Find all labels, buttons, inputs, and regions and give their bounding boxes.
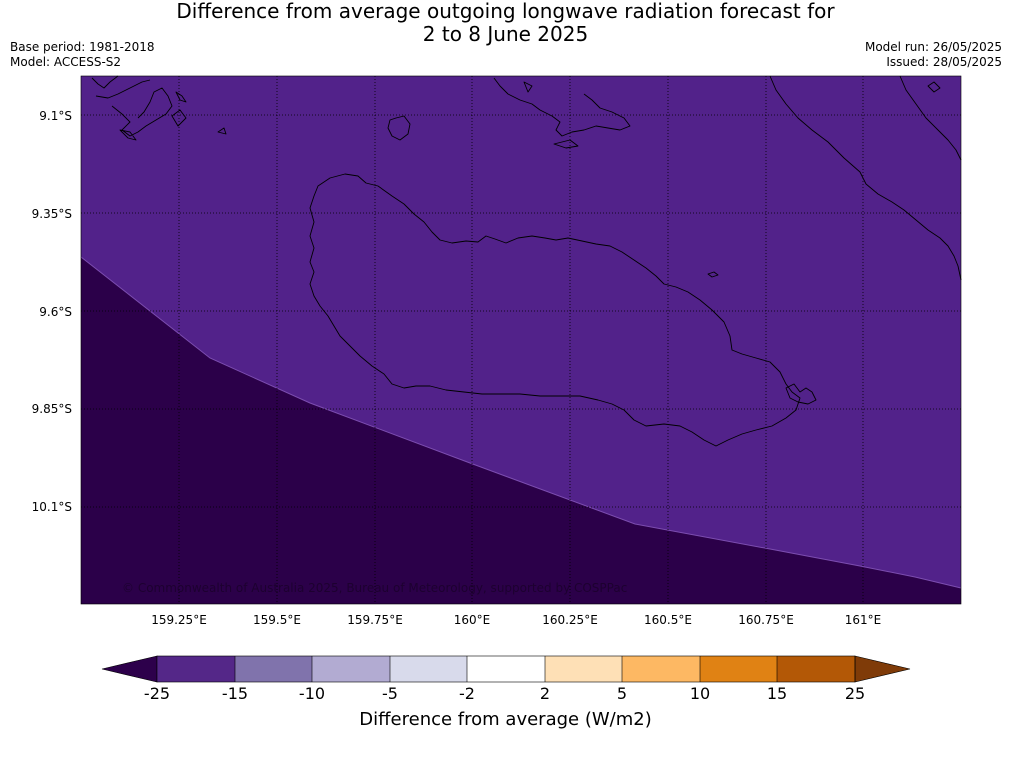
- colorbar-over-arrow: [854, 655, 911, 683]
- x-tick-label: 160°E: [454, 613, 491, 627]
- colorbar-label: 10: [689, 684, 711, 703]
- colorbar-label: -15: [221, 684, 249, 703]
- colorbar-label: -5: [382, 684, 398, 703]
- colorbar-frame: [156, 655, 856, 683]
- colorbar-bin: [312, 656, 390, 682]
- colorbar-bin: [777, 656, 855, 682]
- base-period-text: Base period: 1981-2018: [10, 40, 155, 54]
- y-tick-label: 9.85°S: [32, 402, 72, 416]
- x-tick-label: 159.75°E: [347, 613, 403, 627]
- x-tick-label: 159.25°E: [151, 613, 207, 627]
- colorbar-bin: [157, 656, 235, 682]
- colorbar-bin: [622, 656, 700, 682]
- x-tick-label: 159.5°E: [253, 613, 301, 627]
- coastline-florida-islands: [493, 77, 631, 149]
- colorbar-label: -2: [459, 684, 475, 703]
- y-tick-label: 9.35°S: [32, 207, 72, 221]
- graticule: [81, 76, 961, 604]
- coastline-nw-islets: [927, 81, 941, 93]
- coastline-nw-islands: [91, 75, 227, 141]
- meta-right: Model run: 26/05/2025 Issued: 28/05/2025: [865, 40, 1002, 70]
- colorbar-label: -25: [143, 684, 171, 703]
- colorbar-label: 25: [844, 684, 866, 703]
- model-text: Model: ACCESS-S2: [10, 55, 122, 69]
- coastline-small-islet: [707, 271, 719, 278]
- chart-title: Difference from average outgoing longwav…: [0, 0, 1011, 46]
- colorbar-label: 2: [539, 684, 551, 703]
- x-tick-label: 160.5°E: [644, 613, 692, 627]
- copyright-notice: © Commonwealth of Australia 2025, Bureau…: [122, 581, 627, 595]
- region-lower: [81, 257, 961, 604]
- colorbar-label: 15: [766, 684, 788, 703]
- map-frame: [80, 75, 962, 605]
- colorbar-under-arrow: [101, 655, 158, 683]
- y-tick-label: 9.1°S: [39, 109, 72, 123]
- colorbar-title: Difference from average (W/m2): [359, 709, 652, 730]
- colorbar-bin: [235, 656, 312, 682]
- colorbar-bin: [700, 656, 777, 682]
- colorbar-bin: [390, 656, 467, 682]
- coastline-east-cape-islets: [785, 383, 817, 405]
- coastline-malaita: [769, 75, 962, 281]
- map-panel: © Commonwealth of Australia 2025, Bureau…: [80, 75, 962, 605]
- meta-left: Base period: 1981-2018 Model: ACCESS-S2: [10, 40, 155, 70]
- y-axis-labels: 9.1°S 9.35°S 9.6°S 9.85°S 10.1°S: [32, 109, 72, 514]
- title-line-2: 2 to 8 June 2025: [422, 22, 589, 46]
- issued-text: Issued: 28/05/2025: [886, 55, 1002, 69]
- coastline-guadalcanal: [309, 173, 801, 447]
- colorbar-label: -10: [298, 684, 326, 703]
- x-tick-label: 160.75°E: [738, 613, 794, 627]
- x-tick-label: 160.25°E: [542, 613, 598, 627]
- title-line-1: Difference from average outgoing longwav…: [176, 0, 835, 23]
- x-tick-label: 161°E: [845, 613, 882, 627]
- coastline-malaita-north: [899, 75, 962, 161]
- colorbar: [101, 655, 911, 683]
- x-axis-labels: 159.25°E 159.5°E 159.75°E 160°E 160.25°E…: [151, 613, 881, 627]
- y-tick-label: 9.6°S: [39, 305, 72, 319]
- region-boundary: [80, 256, 962, 589]
- colorbar-bin: [467, 656, 545, 682]
- colorbar-label: 5: [616, 684, 628, 703]
- y-tick-label: 10.1°S: [32, 500, 72, 514]
- coastline-round-island: [387, 115, 411, 141]
- colorbar-dividers: [234, 656, 778, 682]
- model-run-text: Model run: 26/05/2025: [864, 40, 1002, 54]
- colorbar-bin: [545, 656, 622, 682]
- coastlines: [91, 75, 962, 447]
